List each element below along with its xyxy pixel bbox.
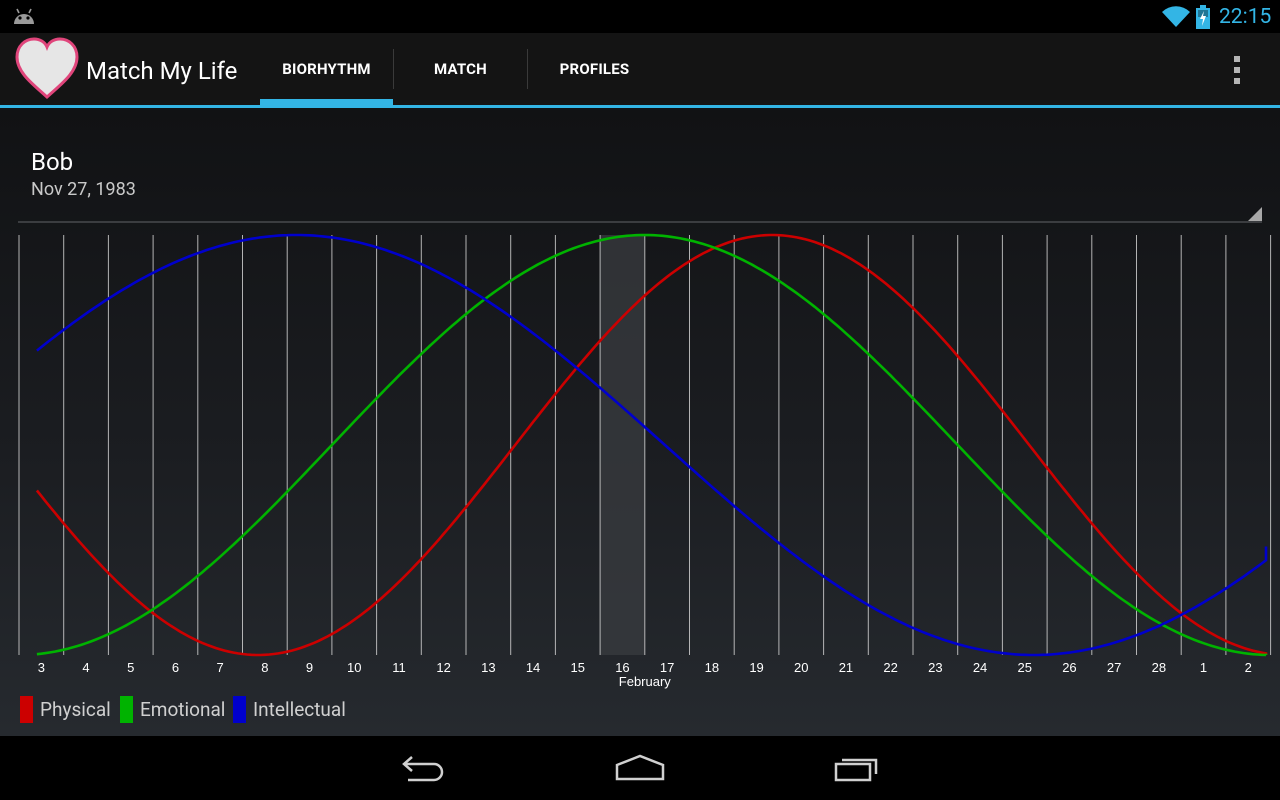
android-debug-icon bbox=[14, 8, 34, 24]
tab-divider bbox=[527, 49, 528, 89]
tab-label: MATCH bbox=[434, 60, 487, 78]
overflow-menu-icon[interactable] bbox=[1225, 53, 1249, 87]
profile-name: Bob bbox=[31, 148, 74, 176]
x-tick-label: 22 bbox=[883, 660, 897, 675]
tab-label: BIORHYTHM bbox=[282, 60, 371, 78]
x-tick-label: 10 bbox=[347, 660, 361, 675]
battery-charging-icon bbox=[1196, 5, 1210, 29]
action-bar: Match My Life BIORHYTHM MATCH PROFILES bbox=[0, 33, 1280, 108]
tab-match[interactable]: MATCH bbox=[394, 33, 527, 105]
status-bar: 22:15 bbox=[0, 0, 1280, 33]
app-title: Match My Life bbox=[86, 57, 238, 85]
x-tick-label: 17 bbox=[660, 660, 674, 675]
biorhythm-content: Bob Nov 27, 1983 3 4 5 6 7 8 9 10 11 12 13 14 15 16 17… bbox=[0, 108, 1280, 736]
x-tick-label: 25 bbox=[1018, 660, 1032, 675]
x-tick-label: 23 bbox=[928, 660, 942, 675]
tab-biorhythm[interactable]: BIORHYTHM bbox=[260, 33, 393, 105]
heart-icon[interactable] bbox=[14, 37, 80, 101]
tab-selected-indicator bbox=[260, 99, 393, 105]
x-tick-label: 4 bbox=[82, 660, 89, 675]
x-tick-label: 20 bbox=[794, 660, 808, 675]
tab-label: PROFILES bbox=[559, 60, 630, 78]
legend-swatch bbox=[20, 696, 33, 723]
month-label: February bbox=[619, 674, 672, 689]
x-tick-label: 26 bbox=[1062, 660, 1076, 675]
x-tick-label: 11 bbox=[392, 660, 406, 675]
profile-spinner[interactable]: Bob Nov 27, 1983 bbox=[18, 138, 1262, 223]
x-tick-label: 21 bbox=[839, 660, 853, 675]
x-tick-label: 19 bbox=[749, 660, 763, 675]
series-line-physical bbox=[35, 233, 1268, 657]
back-icon bbox=[402, 756, 444, 782]
x-tick-label: 18 bbox=[705, 660, 719, 675]
legend-swatch bbox=[120, 696, 133, 723]
x-tick-label: 16 bbox=[615, 660, 629, 675]
profile-birthdate: Nov 27, 1983 bbox=[31, 179, 136, 200]
home-button[interactable] bbox=[580, 736, 700, 800]
recent-apps-icon bbox=[834, 758, 878, 782]
highlight-today bbox=[600, 235, 645, 655]
x-tick-label: 2 bbox=[1245, 660, 1252, 675]
x-tick-label: 13 bbox=[481, 660, 495, 675]
x-tick-label: 5 bbox=[127, 660, 134, 675]
status-clock: 22:15 bbox=[1219, 5, 1272, 29]
biorhythm-chart: 3 4 5 6 7 8 9 10 11 12 13 14 15 16 17 18 19 20 21 22 23 24 25 2… bbox=[18, 233, 1272, 689]
x-tick-label: 3 bbox=[38, 660, 45, 675]
wifi-icon bbox=[1162, 6, 1190, 28]
x-tick-label: 28 bbox=[1152, 660, 1166, 675]
x-tick-label: 14 bbox=[526, 660, 540, 675]
recent-apps-button[interactable] bbox=[797, 736, 917, 800]
x-tick-label: 6 bbox=[172, 660, 179, 675]
x-tick-label: 15 bbox=[571, 660, 585, 675]
legend-emotional: Emotional bbox=[120, 696, 225, 723]
x-tick-label: 8 bbox=[261, 660, 268, 675]
x-tick-label: 7 bbox=[217, 660, 224, 675]
x-tick-label: 27 bbox=[1107, 660, 1121, 675]
x-tick-label: 12 bbox=[436, 660, 450, 675]
legend-label: Intellectual bbox=[253, 698, 346, 721]
legend-label: Physical bbox=[40, 698, 111, 721]
tab-profiles[interactable]: PROFILES bbox=[528, 33, 661, 105]
legend-intellectual: Intellectual bbox=[233, 696, 346, 723]
navigation-bar bbox=[0, 736, 1280, 800]
series-line-intellectual bbox=[36, 233, 1268, 657]
series-line-emotional bbox=[36, 233, 1268, 657]
x-tick-label: 9 bbox=[306, 660, 313, 675]
back-button[interactable] bbox=[364, 736, 484, 800]
x-tick-label: 1 bbox=[1200, 660, 1207, 675]
home-icon bbox=[615, 754, 665, 781]
legend-physical: Physical bbox=[20, 696, 111, 723]
legend-swatch bbox=[233, 696, 246, 723]
legend-label: Emotional bbox=[140, 698, 226, 721]
spinner-arrow-icon bbox=[1248, 207, 1262, 221]
tab-divider bbox=[393, 49, 394, 89]
x-tick-label: 24 bbox=[973, 660, 987, 675]
